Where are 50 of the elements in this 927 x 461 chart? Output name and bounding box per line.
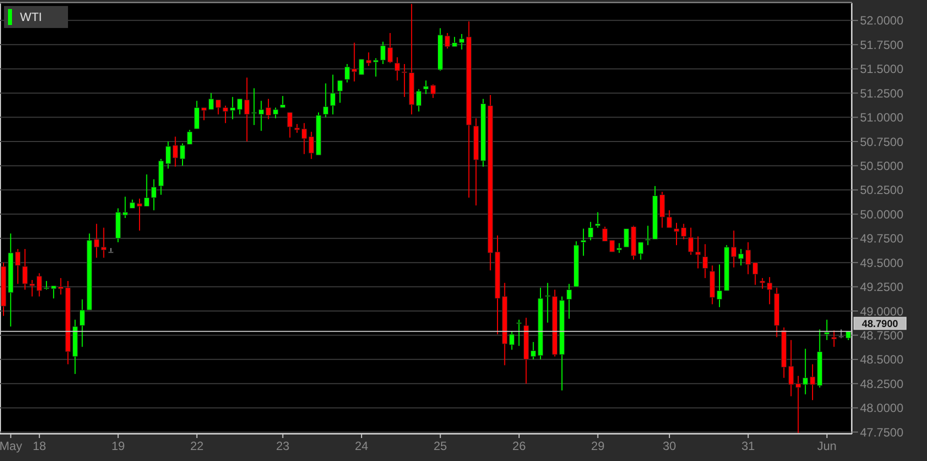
x-tick-label: Jun [817,439,837,453]
x-tick-label: May [0,439,22,453]
y-tick-label: 50.7500 [860,134,904,149]
x-tick-label: 31 [742,439,756,453]
x-tick-label: 29 [591,439,605,453]
candlestick [394,56,400,81]
y-tick-label: 50.0000 [860,207,904,222]
candlestick [430,84,436,98]
y-tick-label: 49.2500 [860,280,904,294]
candlestick [824,319,830,341]
candlestick [287,112,293,138]
x-tick-label: 19 [111,439,126,453]
candlestick [588,221,594,241]
x-tick-label: 26 [512,439,526,453]
y-tick-label: 51.5000 [860,62,904,76]
candlestick [595,212,600,228]
y-tick-label: 51.7500 [860,38,904,52]
x-tick-label: 30 [662,439,676,453]
legend-label: WTI [20,10,42,24]
candlestick [760,278,766,290]
y-tick-label: 52.0000 [860,14,904,28]
candlestick [186,129,192,145]
y-tick-label: 48.2500 [860,376,904,391]
y-tick-label: 50.5000 [860,158,904,173]
y-tick-label: 49.5000 [860,256,904,270]
candlestick [280,95,286,108]
ref-line-label: 48.7900 [862,318,899,330]
y-tick-label: 51.0000 [860,110,904,125]
y-tick-label: 48.7500 [860,328,904,342]
candlestick [702,244,708,279]
x-tick-label: 24 [354,439,369,453]
candlestick [330,74,336,115]
y-tick-label: 49.0000 [860,304,904,318]
x-tick-label: 18 [32,439,46,453]
y-tick-label: 50.2500 [860,183,904,198]
y-tick-label: 48.0000 [860,401,904,416]
candlestick [322,82,328,118]
candlestick [580,228,586,256]
x-tick-label: 23 [276,439,290,453]
x-tick-label: 25 [434,439,448,453]
y-tick-label: 49.7500 [860,232,904,246]
candlestick [566,283,572,320]
x-tick-label: 22 [190,439,204,453]
candlestick [423,80,429,95]
y-tick-label: 47.7500 [860,425,904,440]
y-tick-label: 51.2500 [860,86,904,100]
candlestick [337,80,343,104]
y-tick-label: 48.5000 [860,352,904,367]
candlestick [766,276,772,305]
candlestick [516,319,522,346]
